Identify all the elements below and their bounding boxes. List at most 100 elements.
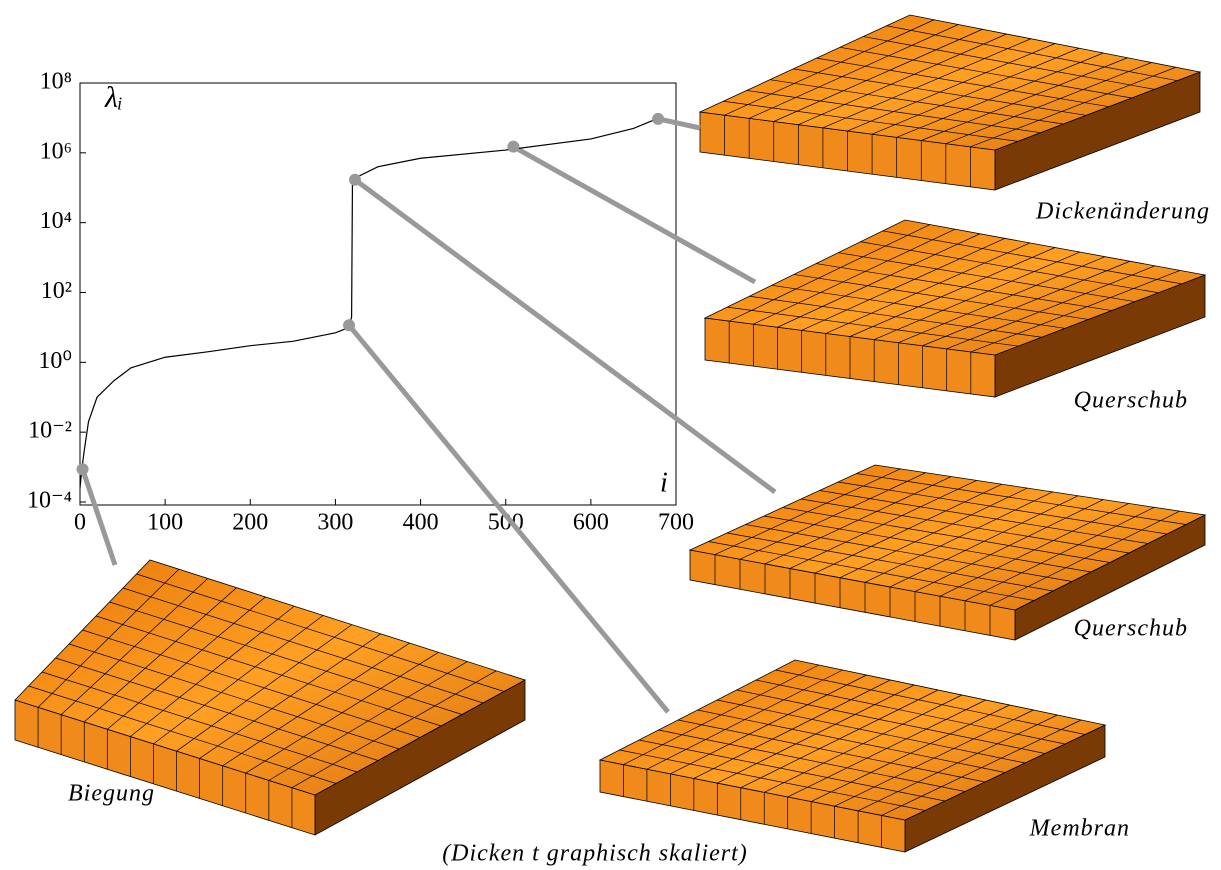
mesh-line: [860, 241, 1159, 294]
mesh-line: [109, 601, 463, 715]
connector: [657, 116, 701, 131]
x-tick-label: 0: [74, 510, 86, 536]
mode-illustrations: [14, 14, 1207, 853]
mesh-line: [874, 251, 1081, 340]
mesh-line: [816, 57, 1109, 108]
y-tick-label: 10²: [41, 278, 72, 304]
x-tick-label: 600: [573, 510, 609, 536]
mesh-line: [727, 306, 1019, 347]
y-tick-label: 10⁶: [40, 138, 72, 164]
mesh-line: [847, 43, 1056, 132]
mesh-line: [839, 46, 1132, 99]
plate-top: [598, 659, 1107, 821]
mesh-line: [837, 481, 1168, 535]
mesh-line: [970, 66, 1176, 148]
mesh-line: [773, 28, 983, 122]
mesh-line: [68, 643, 400, 750]
mesh-line: [716, 699, 1026, 764]
mesh-line: [775, 669, 1086, 735]
highlight-point: [652, 112, 665, 125]
mesh-line: [800, 498, 1130, 554]
mesh-line: [95, 615, 442, 727]
mesh-line: [749, 24, 959, 119]
mesh-line: [753, 228, 956, 325]
mesh-line: [769, 79, 1064, 125]
annotation: Membran: [1029, 816, 1130, 842]
mesh-line: [793, 68, 1087, 116]
connector: [80, 468, 118, 566]
mesh-line: [746, 90, 1041, 134]
y-tick-label: 10⁰: [38, 348, 72, 374]
mesh-line: [122, 587, 484, 704]
eigenvalue-curve: [79, 117, 660, 489]
mesh-line: [819, 490, 1149, 544]
x-tick-label: 700: [658, 510, 694, 536]
mesh-line: [945, 62, 1152, 144]
mesh-line: [745, 524, 1073, 582]
highlight-point: [343, 319, 356, 332]
mesh-line: [708, 541, 1035, 601]
mesh-line: [922, 260, 1131, 347]
highlight-point: [76, 463, 89, 476]
mesh-line: [856, 473, 1187, 525]
mesh-line: [749, 295, 1042, 338]
connector: [353, 177, 777, 495]
mesh-line: [729, 224, 931, 322]
mesh-line: [871, 47, 1080, 135]
mesh-line: [946, 265, 1156, 350]
mesh-line: [782, 507, 1111, 563]
mesh-line: [724, 19, 935, 116]
x-tick-label: 200: [232, 510, 268, 536]
plate-top: [688, 464, 1207, 611]
mesh-line: [619, 749, 926, 811]
highlight-point: [507, 140, 520, 153]
mesh-line: [898, 256, 1106, 343]
mesh-line: [755, 679, 1066, 745]
mesh-line: [41, 671, 358, 773]
mesh-line: [816, 263, 1112, 311]
mesh-line: [825, 242, 1031, 334]
mesh-line: [723, 100, 1018, 142]
mesh-line: [736, 689, 1046, 754]
x-axis-label: i: [660, 467, 668, 498]
annotation: (Dicken t graphisch skaliert): [442, 841, 748, 867]
plot-frame: [79, 82, 677, 506]
y-tick-label: 10⁻⁴: [27, 488, 72, 514]
mesh-line: [882, 230, 1182, 285]
mesh-line: [658, 729, 966, 792]
connector: [512, 144, 757, 285]
y-tick-label: 10⁴: [40, 208, 72, 234]
x-tick-label: 100: [147, 510, 183, 536]
plate-top: [14, 559, 527, 796]
mesh-line: [838, 252, 1136, 303]
mesh-line: [771, 284, 1066, 329]
mesh-line: [82, 629, 421, 738]
annotation: Dickenänderung: [1035, 199, 1210, 225]
mesh-line: [896, 52, 1104, 138]
mesh-line: [777, 233, 981, 328]
mesh-line: [55, 657, 379, 761]
y-axis-label: λᵢ: [104, 81, 123, 114]
y-tick-label: 10⁸: [40, 69, 72, 95]
mesh-line: [863, 36, 1155, 90]
annotation: Biegung: [68, 781, 155, 807]
x-tick-label: 400: [403, 510, 439, 536]
annotation: Querschub: [1074, 616, 1188, 642]
mesh-line: [921, 57, 1128, 141]
mesh-line: [28, 685, 337, 784]
mesh-line: [886, 25, 1178, 82]
mesh-line: [801, 238, 1006, 331]
mesh-line: [849, 247, 1056, 337]
connector: [347, 323, 670, 714]
mesh-line: [726, 532, 1054, 592]
mesh-line: [677, 719, 986, 783]
mesh-line: [822, 38, 1031, 129]
mesh-line: [136, 573, 505, 692]
mesh-line: [798, 33, 1007, 125]
x-tick-label: 300: [317, 510, 353, 536]
mesh-line: [793, 274, 1089, 320]
annotation: Querschub: [1074, 388, 1188, 414]
mesh-line: [638, 739, 946, 802]
mesh-line: [763, 515, 1092, 573]
